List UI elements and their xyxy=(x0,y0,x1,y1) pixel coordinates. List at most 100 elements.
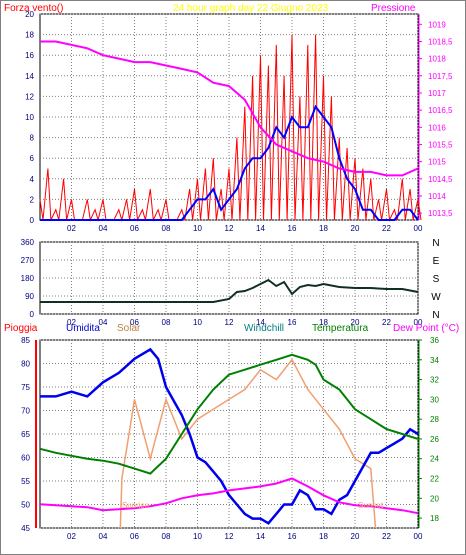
humidity-y-tick-label: 60 xyxy=(21,454,30,463)
direction-x-tick-label: 12 xyxy=(225,318,234,327)
pressure-y-tick-label: 1017 xyxy=(428,89,446,98)
humidity-y-tick-label: 80 xyxy=(21,360,30,369)
temperature-y-tick-label: 30 xyxy=(430,395,439,404)
compass-label: N xyxy=(432,310,439,321)
direction-y-tick-label: 360 xyxy=(21,238,35,247)
humidity-y-tick-label: 55 xyxy=(21,477,30,486)
pressure-y-tick-label: 1014,5 xyxy=(428,175,453,184)
wind-x-tick-label: 18 xyxy=(319,224,328,233)
wind-y-tick-label: 12 xyxy=(25,92,34,101)
wind-y-tick-label: 14 xyxy=(25,72,34,81)
wind-y-tick-label: 6 xyxy=(30,154,35,163)
compass-label: E xyxy=(433,256,440,267)
legend-dewpoint: Dew Point (°C) xyxy=(393,323,459,334)
wind-y-tick-label: 18 xyxy=(25,31,34,40)
humidity-series-line xyxy=(40,347,419,525)
dewpoint-series-line xyxy=(39,477,419,515)
temperature-y-tick-label: 20 xyxy=(430,494,439,503)
climate-x-tick-label: 14 xyxy=(256,532,265,541)
wind-x-tick-label: 12 xyxy=(225,224,234,233)
pressure-y-tick-label: 1018,5 xyxy=(428,37,453,46)
pressure-y-tick-label: 1014 xyxy=(428,192,446,201)
wind-x-tick-label: 14 xyxy=(256,224,265,233)
pressure-y-tick-label: 1015 xyxy=(428,158,446,167)
climate-x-tick-label: 02 xyxy=(67,532,76,541)
wind-pressure-chart: 02 04 06 08 10 12 14 16 18 20 22 000246810121416182… xyxy=(25,10,453,233)
pressure-series-line xyxy=(40,40,419,177)
wind-x-tick-label: 10 xyxy=(193,224,202,233)
humidity-y-tick-label: 65 xyxy=(21,430,30,439)
wind-direction-series-line xyxy=(40,278,419,303)
temperature-y-tick-label: 34 xyxy=(430,356,439,365)
direction-x-tick-label: 18 xyxy=(319,318,328,327)
sunset-label: Sunset xyxy=(358,501,384,510)
wind-y-tick-label: 16 xyxy=(25,51,34,60)
compass-label: W xyxy=(431,292,441,303)
direction-x-tick-label: 10 xyxy=(193,318,202,327)
direction-x-tick-label: 14 xyxy=(256,318,265,327)
temperature-y-tick-label: 32 xyxy=(430,376,439,385)
pressure-y-tick-label: 1016,5 xyxy=(428,106,453,115)
direction-y-tick-label: 90 xyxy=(25,292,34,301)
humidity-y-tick-label: 45 xyxy=(21,524,30,533)
pressure-y-tick-label: 1013,5 xyxy=(428,209,453,218)
climate-x-tick-label: 12 xyxy=(225,532,234,541)
temperature-y-tick-label: 28 xyxy=(430,415,439,424)
wind-y-tick-label: 10 xyxy=(25,113,34,122)
pressure-y-tick-label: 1016 xyxy=(428,123,446,132)
direction-x-tick-label: 00 xyxy=(414,318,423,327)
wind-x-tick-label: 00 xyxy=(414,224,423,233)
direction-y-tick-label: 180 xyxy=(21,274,35,283)
direction-x-tick-label: 22 xyxy=(382,318,391,327)
direction-x-tick-label: 08 xyxy=(162,318,171,327)
climate-x-tick-label: 18 xyxy=(319,532,328,541)
pressure-y-tick-label: 1015,5 xyxy=(428,140,453,149)
climate-x-tick-label: 06 xyxy=(130,532,139,541)
climate-x-tick-label: 08 xyxy=(162,532,171,541)
climate-x-tick-label: 20 xyxy=(351,532,360,541)
humidity-y-tick-label: 85 xyxy=(21,336,30,345)
humidity-y-tick-label: 70 xyxy=(21,407,30,416)
wind-x-tick-label: 02 xyxy=(67,224,76,233)
direction-x-tick-label: 02 xyxy=(67,318,76,327)
temperature-y-tick-label: 22 xyxy=(430,475,439,484)
sunrise-label: Sunrise xyxy=(122,501,150,510)
legend-temperature: Temperatura xyxy=(312,323,369,334)
wind-x-tick-label: 08 xyxy=(162,224,171,233)
climate-x-tick-label: 22 xyxy=(382,532,391,541)
wind-x-tick-label: 16 xyxy=(288,224,297,233)
temperature-y-tick-label: 24 xyxy=(430,455,439,464)
direction-x-tick-label: 20 xyxy=(351,318,360,327)
wind-y-tick-label: 8 xyxy=(30,134,35,143)
wind-y-tick-label: 4 xyxy=(30,175,35,184)
pressure-axis-label: Pressione xyxy=(371,3,416,14)
wind-y-tick-label: 2 xyxy=(30,195,35,204)
graph-title: 24 hour graph day 22 Giugno 2023 xyxy=(173,3,329,14)
direction-y-tick-label: 270 xyxy=(21,256,35,265)
climate-x-tick-label: 04 xyxy=(99,532,108,541)
wind-speed-series-line xyxy=(40,104,419,221)
humidity-y-tick-label: 75 xyxy=(21,383,30,392)
wind-x-tick-label: 22 xyxy=(382,224,391,233)
compass-label: S xyxy=(433,274,440,285)
temperature-series-line xyxy=(39,353,419,475)
temperature-y-tick-label: 36 xyxy=(430,336,439,345)
legend-humidity: Umidita xyxy=(66,323,100,334)
direction-x-tick-label: 16 xyxy=(288,318,297,327)
climate-x-tick-label: 10 xyxy=(193,532,202,541)
wind-x-tick-label: 20 xyxy=(351,224,360,233)
direction-x-tick-label: 06 xyxy=(130,318,139,327)
gust-series-line xyxy=(39,34,422,222)
compass-label: N xyxy=(432,238,439,249)
direction-y-tick-label: 0 xyxy=(30,310,35,319)
climate-x-tick-label: 16 xyxy=(288,532,297,541)
wind-x-tick-label: 06 xyxy=(130,224,139,233)
humidity-temperature-chart: 02 04 06 08 10 12 14 16 18 20 22 00 45 50 55 60 65 70 75 80… xyxy=(21,336,439,541)
temperature-y-tick-label: 18 xyxy=(430,514,439,523)
wind-y-tick-label: 0 xyxy=(30,216,35,225)
wind-x-tick-label: 04 xyxy=(99,224,108,233)
solar-series-line xyxy=(119,358,377,529)
pressure-y-tick-label: 1018 xyxy=(428,55,446,64)
temperature-y-tick-label: 26 xyxy=(430,435,439,444)
